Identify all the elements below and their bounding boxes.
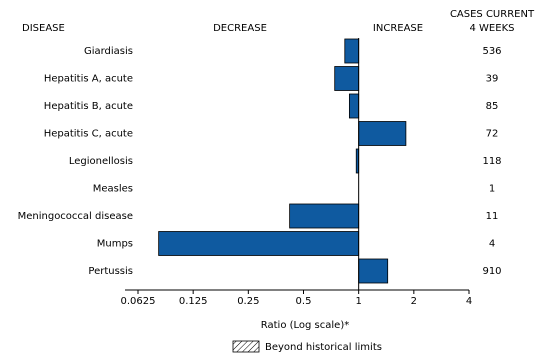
decrease-label: DECREASE — [213, 23, 267, 34]
category-label: Mumps — [97, 239, 133, 250]
category-label: Giardiasis — [84, 46, 133, 57]
category-label: Legionellosis — [69, 156, 133, 167]
cases-value: 536 — [482, 46, 501, 57]
increase-label: INCREASE — [373, 23, 423, 34]
cases-value: 4 — [489, 239, 495, 250]
cases-header: CASES CURRENT — [450, 9, 535, 20]
bar — [344, 38, 360, 64]
cases-value: 11 — [486, 211, 499, 222]
x-tick-label: 0.25 — [237, 296, 259, 307]
cases-value: 118 — [482, 156, 501, 167]
cases-value: 39 — [486, 74, 499, 85]
bar — [334, 66, 360, 91]
cases-value: 72 — [486, 129, 499, 140]
legend-label: Beyond historical limits — [265, 342, 382, 353]
x-tick-label: 0.5 — [296, 296, 312, 307]
bar — [289, 203, 360, 229]
x-tick-label: 0.0625 — [121, 296, 156, 307]
cases-value: 85 — [486, 101, 499, 112]
category-label: Measles — [93, 184, 133, 195]
category-label: Pertussis — [88, 266, 133, 277]
category-label: Hepatitis B, acute — [44, 101, 133, 112]
category-label: Hepatitis A, acute — [44, 74, 133, 85]
x-tick-label: 1 — [355, 296, 361, 307]
category-label: Meningococcal disease — [18, 211, 133, 222]
category-header: DISEASE — [22, 23, 65, 34]
bar — [358, 121, 407, 146]
cases-value: 910 — [482, 266, 501, 277]
cases-header: 4 WEEKS — [470, 23, 515, 34]
x-tick-label: 0.125 — [179, 296, 208, 307]
category-label: Hepatitis C, acute — [44, 129, 133, 140]
x-tick-label: 4 — [466, 296, 472, 307]
bar — [158, 231, 360, 256]
x-tick-label: 2 — [411, 296, 417, 307]
bar — [348, 93, 360, 119]
x-axis-label: Ratio (Log scale)* — [261, 320, 349, 331]
cases-value: 1 — [489, 184, 495, 195]
legend-swatch — [232, 340, 260, 353]
bar — [358, 258, 389, 284]
